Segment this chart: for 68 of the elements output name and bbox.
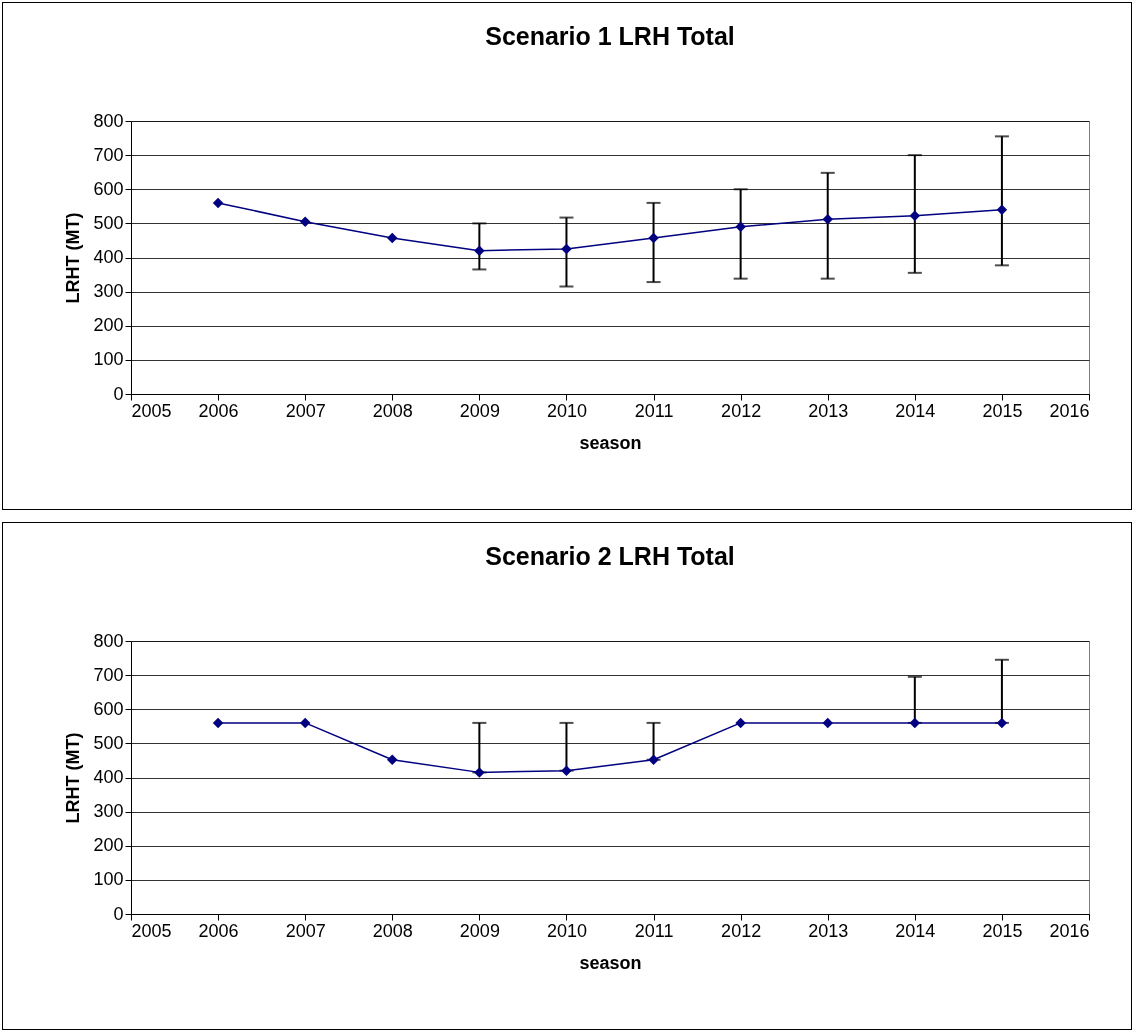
y-tick-label: 500 xyxy=(93,212,124,233)
y-tick-label: 700 xyxy=(93,664,124,685)
x-tick-label: 2010 xyxy=(546,400,587,421)
x-axis-title: season xyxy=(579,432,642,453)
x-tick-label: 2014 xyxy=(895,400,936,421)
y-tick-label: 300 xyxy=(93,281,124,302)
point xyxy=(909,210,921,222)
point xyxy=(387,232,398,244)
x-tick-label: 2007 xyxy=(285,920,326,941)
chart-title: Scenario 1 LRH Total xyxy=(485,22,735,50)
x-tick-label: 2007 xyxy=(285,400,326,421)
y-tick-label: 200 xyxy=(93,835,124,856)
point xyxy=(996,717,1008,729)
x-tick-label: 2006 xyxy=(198,920,239,941)
y-tick-label: 800 xyxy=(93,110,124,131)
x-tick-label: 2011 xyxy=(634,400,674,421)
y-tick-label: 0 xyxy=(113,903,124,924)
point xyxy=(299,216,311,227)
x-tick-label: 2005 xyxy=(131,400,172,421)
y-axis-title: LRHT (MT) xyxy=(63,212,84,304)
y-tick-label: 200 xyxy=(93,315,124,336)
y-tick-label: 800 xyxy=(93,630,124,651)
x-tick-label: 2006 xyxy=(198,400,239,421)
x-tick-label: 2008 xyxy=(372,400,413,421)
point xyxy=(387,754,398,765)
x-tick-label: 2011 xyxy=(634,920,674,941)
y-tick-label: 100 xyxy=(93,869,124,890)
x-tick-label: 2012 xyxy=(721,400,762,421)
x-tick-label: 2008 xyxy=(372,920,413,941)
point xyxy=(735,221,746,233)
y-tick-label: 0 xyxy=(113,383,124,404)
x-axis-title: season xyxy=(579,952,642,973)
y-tick-label: 600 xyxy=(93,178,124,199)
x-tick-label: 2016 xyxy=(1049,400,1090,421)
point xyxy=(735,717,746,729)
x-tick-label: 2005 xyxy=(131,920,172,941)
x-tick-label: 2009 xyxy=(459,400,500,421)
chart-title: Scenario 2 LRH Total xyxy=(485,542,735,570)
point xyxy=(996,204,1008,215)
point xyxy=(648,754,659,765)
y-tick-label: 600 xyxy=(93,698,124,719)
point xyxy=(561,243,572,255)
point xyxy=(212,717,224,729)
y-tick-label: 400 xyxy=(93,247,124,267)
point xyxy=(212,197,224,209)
point xyxy=(909,717,921,729)
point xyxy=(299,717,311,729)
y-tick-label: 500 xyxy=(93,732,124,753)
y-tick-label: 400 xyxy=(93,767,124,787)
y-tick-label: 700 xyxy=(93,144,124,165)
x-tick-label: 2010 xyxy=(546,920,587,941)
x-tick-label: 2013 xyxy=(808,400,849,421)
point xyxy=(648,232,659,244)
x-tick-label: 2015 xyxy=(982,400,1023,421)
x-tick-label: 2009 xyxy=(459,920,500,941)
y-tick-label: 100 xyxy=(93,349,124,370)
point xyxy=(474,767,485,778)
x-tick-label: 2016 xyxy=(1049,920,1090,941)
x-tick-label: 2013 xyxy=(808,920,849,941)
point xyxy=(474,245,485,256)
y-tick-label: 300 xyxy=(93,801,124,822)
x-tick-label: 2015 xyxy=(982,920,1023,941)
y-axis-title: LRHT (MT) xyxy=(63,732,84,824)
x-tick-label: 2014 xyxy=(895,920,936,941)
point xyxy=(561,765,572,776)
point xyxy=(822,717,833,729)
point xyxy=(822,214,833,225)
x-tick-label: 2012 xyxy=(721,920,762,941)
